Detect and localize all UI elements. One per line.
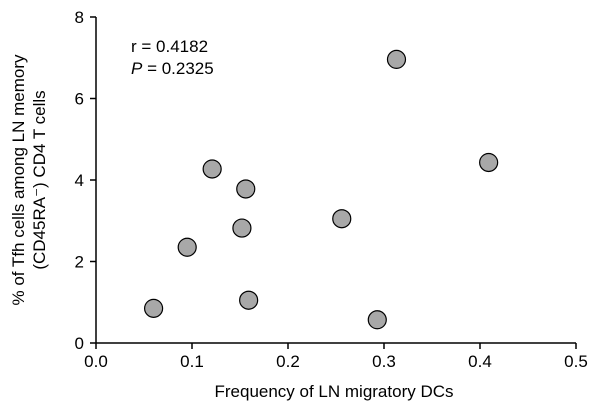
data-points [144,49,499,330]
data-point [144,298,164,318]
x-axis-title: Frequency of LN migratory DCs [214,382,453,401]
p-value: = 0.2325 [142,59,213,78]
data-point [202,159,222,179]
data-point [386,49,407,69]
x-tick-label: 0.0 [84,352,108,371]
y-axis-title-line1: % of Tfh cells among LN memory [9,54,28,305]
data-point [367,310,387,330]
data-point [232,218,252,238]
data-point [236,179,256,199]
y-tick-label: 6 [75,90,84,109]
x-tick-label: 0.1 [180,352,204,371]
y-axis-title: % of Tfh cells among LN memory (CD45RA⁻)… [9,54,49,305]
p-value-label: P = 0.2325 [131,59,214,78]
data-point [177,237,197,257]
p-symbol: P [131,59,143,78]
data-point [332,209,352,229]
y-ticks: 0 2 4 6 8 [75,8,96,353]
y-tick-label: 8 [75,8,84,27]
correlation-r-label: r = 0.4182 [131,37,208,56]
x-tick-label: 0.4 [468,352,492,371]
y-tick-label: 4 [75,171,84,190]
x-ticks: 0.0 0.1 0.2 0.3 0.4 0.5 [84,343,588,371]
y-axis-title-line2: (CD45RA⁻) CD4 T cells [30,90,49,269]
x-tick-label: 0.2 [276,352,300,371]
y-tick-label: 2 [75,253,84,272]
data-point [479,152,499,173]
y-tick-label: 0 [75,334,84,353]
x-tick-label: 0.5 [564,352,588,371]
data-point [239,290,259,310]
x-tick-label: 0.3 [372,352,396,371]
